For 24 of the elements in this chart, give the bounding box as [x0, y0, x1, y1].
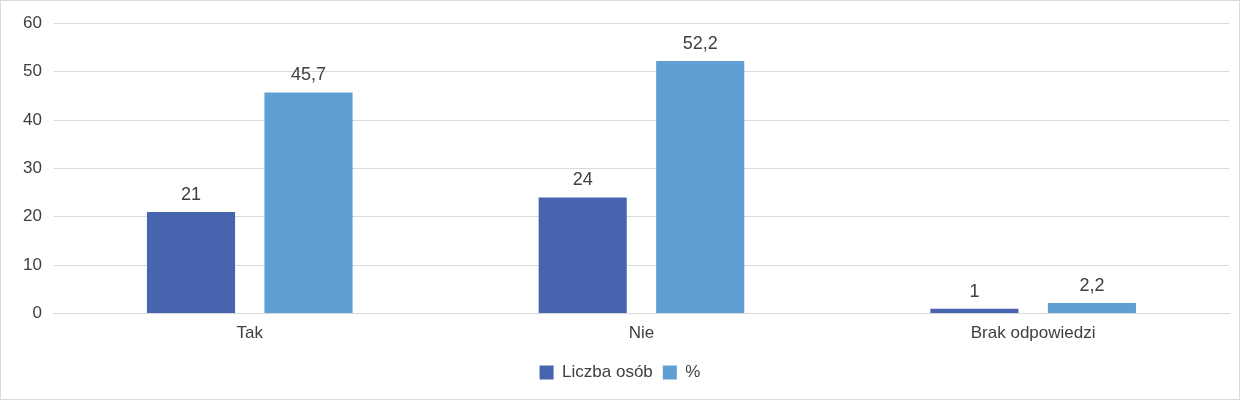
bar: [264, 92, 353, 314]
bar: [1047, 302, 1136, 314]
y-tick-label: 0: [32, 303, 42, 323]
data-label: 24: [572, 169, 593, 190]
bar: [538, 197, 627, 314]
data-label: 52,2: [682, 32, 718, 53]
data-label: 2,2: [1079, 274, 1105, 295]
x-tick-label: Tak: [236, 323, 264, 343]
y-tick-label: 30: [22, 158, 42, 178]
x-tick-label: Brak odpowiedzi: [970, 323, 1096, 343]
x-tick-label: Nie: [628, 323, 655, 343]
legend-label: %: [685, 362, 701, 382]
y-tick-label: 50: [22, 61, 42, 81]
bar: [656, 60, 745, 314]
bar: [930, 308, 1019, 314]
data-label: 1: [969, 280, 980, 301]
y-tick-label: 40: [22, 109, 42, 129]
y-tick-label: 60: [22, 12, 42, 32]
y-tick-label: 10: [22, 254, 42, 274]
legend-label: Liczba osób: [562, 362, 653, 382]
data-label: 45,7: [290, 64, 327, 85]
y-tick-label: 20: [22, 206, 42, 226]
bar: [146, 211, 236, 314]
data-label: 21: [180, 183, 202, 204]
